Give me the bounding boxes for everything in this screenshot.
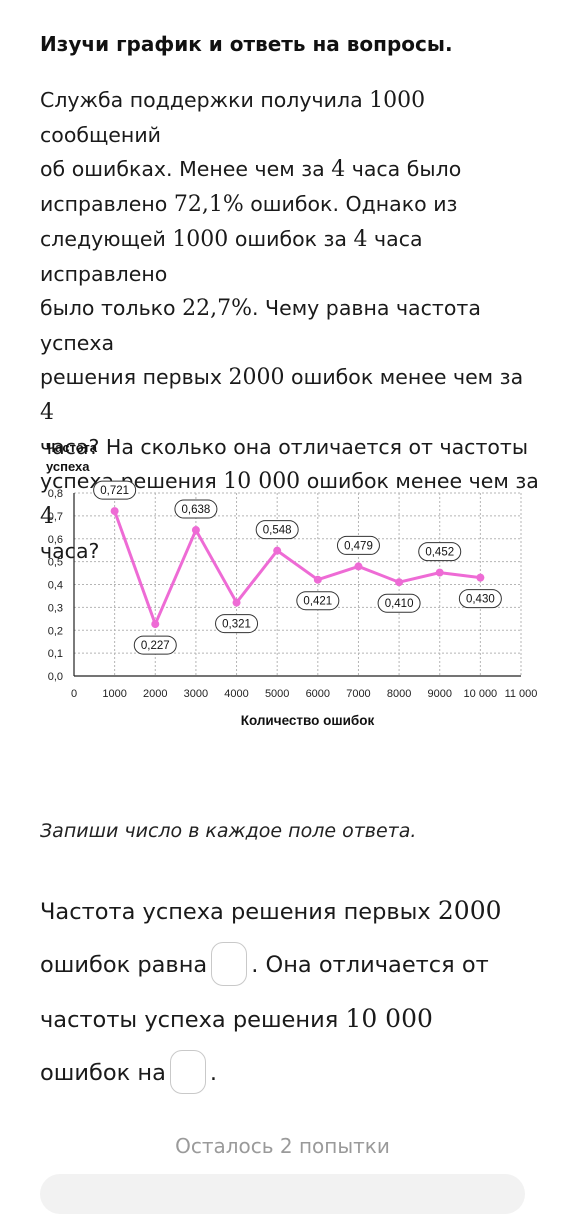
data-point — [273, 546, 282, 555]
y-tick-label: 0,5 — [48, 557, 63, 569]
data-label-bubble — [133, 635, 177, 655]
problem-line-3: исправлено 72,1% ошибок. Однако из — [40, 192, 458, 217]
data-label-bubble — [93, 480, 137, 500]
x-tick-label: 11 000 — [505, 688, 538, 700]
data-label-bubble — [418, 542, 462, 562]
task-heading: Изучи график и ответь на вопросы. — [40, 32, 453, 56]
data-point — [354, 562, 363, 571]
data-label: 0,410 — [385, 598, 414, 610]
y-tick-label: 0,4 — [48, 580, 63, 592]
data-label-bubble — [255, 520, 299, 540]
problem-line-7: часа? На сколько она отличается от часто… — [40, 435, 529, 459]
data-label-bubble — [296, 591, 340, 611]
problem-line-2: об ошибках. Менее чем за 4 часа было — [40, 157, 462, 182]
answer-sentence: Частота успеха решения первых 2000 ошибо… — [40, 884, 540, 1100]
y-tick-label: 0,3 — [48, 602, 63, 614]
answer-line-1: Частота успеха решения первых 2000 — [40, 896, 502, 925]
data-label: 0,479 — [344, 540, 373, 552]
data-label: 0,430 — [466, 594, 495, 606]
answer-line-2: ошибок равна. Она отличается от — [40, 939, 540, 992]
answer-input-2[interactable] — [169, 1049, 206, 1094]
check-button[interactable] — [40, 1174, 525, 1214]
x-tick-label: 1000 — [102, 688, 126, 700]
y-axis-title-line-1: Частота — [46, 440, 98, 455]
answer-input-1[interactable] — [211, 941, 248, 986]
problem-line-6: решения первых 2000 ошибок менее чем за … — [40, 365, 524, 425]
chart-canvas: Частота успеха 0,0 0,1 0,2 0,3 0,4 0,5 0,6 0,7 0,8… — [46, 440, 538, 728]
problem-line-4: следующей 1000 ошибок за 4 часа исправле… — [40, 227, 423, 286]
data-point — [232, 598, 241, 607]
success-rate-chart: Частота успеха 0,0 0,1 0,2 0,3 0,4 0,5 0,6 0,7 0,8… — [0, 430, 565, 770]
data-point — [476, 573, 485, 582]
data-label: 0,321 — [222, 619, 251, 631]
data-label-bubble — [377, 593, 421, 613]
x-tick-label: 2000 — [143, 688, 167, 700]
data-point — [313, 575, 322, 584]
y-tick-label: 0,0 — [48, 671, 63, 683]
data-point — [395, 578, 404, 587]
y-tick-label: 0,8 — [48, 488, 63, 500]
problem-text: Служба поддержки получила 1000 сообщений… — [40, 83, 540, 568]
problem-line-8: успеха решения 10 000 ошибок менее чем з… — [40, 469, 539, 529]
data-label: 0,721 — [100, 485, 129, 497]
x-tick-label: 4000 — [224, 688, 248, 700]
data-point — [110, 507, 119, 516]
data-label: 0,421 — [303, 596, 332, 608]
series-line — [113, 510, 481, 626]
problem-line-9: часа? — [40, 539, 100, 563]
x-tick-label: 7000 — [346, 688, 370, 700]
data-label: 0,227 — [141, 640, 170, 652]
x-tick-label: 0 — [71, 688, 77, 700]
problem-line-1: Служба поддержки получила 1000 сообщений — [40, 88, 426, 147]
y-tick-label: 0,7 — [48, 511, 63, 523]
y-tick-label: 0,2 — [48, 625, 63, 637]
data-label-bubble — [174, 499, 218, 519]
y-tick-label: 0,1 — [48, 648, 63, 660]
data-label: 0,548 — [263, 525, 292, 537]
problem-line-5: было только 22,7%. Чему равна частота ус… — [40, 296, 481, 355]
data-label: 0,638 — [182, 504, 211, 516]
data-label-bubble — [336, 535, 380, 555]
x-tick-label: 8000 — [387, 688, 411, 700]
y-tick-label: 0,6 — [48, 534, 63, 546]
x-tick-label: 9000 — [427, 688, 451, 700]
data-point — [151, 620, 160, 629]
x-tick-label: 5000 — [265, 688, 289, 700]
x-tick-label: 3000 — [184, 688, 208, 700]
y-axis-title-line-2: успеха — [46, 459, 90, 474]
x-tick-label: 10 000 — [464, 688, 498, 700]
answer-line-3: частоты успеха решения 10 000 — [40, 1004, 433, 1033]
data-label-bubble — [215, 614, 259, 634]
data-label-bubble — [458, 589, 502, 609]
answer-line-4: ошибок на. — [40, 1047, 540, 1100]
attempts-remaining: Осталось 2 попытки — [175, 1134, 390, 1158]
data-point — [191, 526, 200, 535]
x-axis-title: Количество ошибок — [241, 713, 375, 728]
x-tick-label: 6000 — [306, 688, 330, 700]
data-label: 0,452 — [425, 547, 454, 559]
data-point — [435, 568, 444, 577]
instruction-text: Запиши число в каждое поле ответа. — [40, 820, 417, 842]
